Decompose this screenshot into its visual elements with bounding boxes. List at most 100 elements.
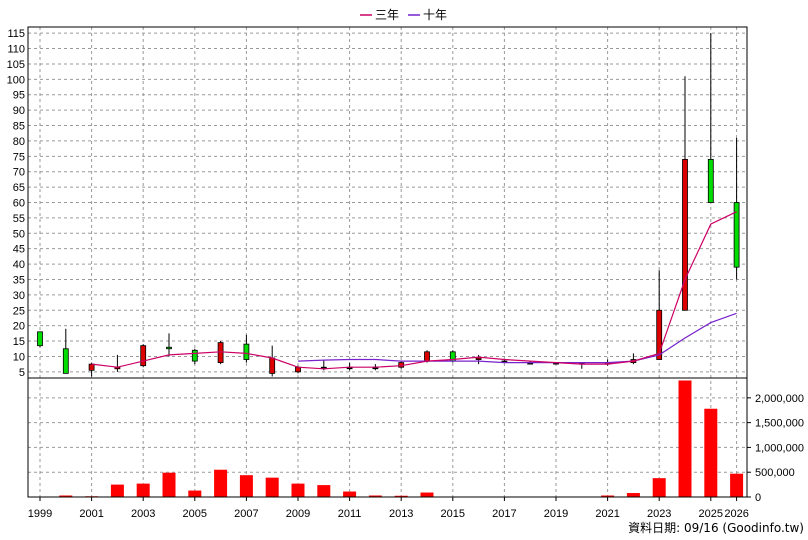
volume-bar-2003 [136, 483, 150, 497]
price-tick-label: 5 [19, 367, 25, 379]
candle-1999 [37, 331, 43, 348]
candle-body [191, 349, 198, 362]
price-tick-label: 35 [13, 274, 25, 286]
price-tick-label: 10 [13, 351, 25, 363]
candle-2016 [475, 354, 482, 365]
volume-bar-2014 [420, 492, 434, 497]
volume-tick-label: 1,500,000 [755, 418, 804, 430]
x-tick-label: 2011 [338, 508, 362, 520]
volume-bar-2007 [239, 475, 253, 497]
volume-bar-2011 [343, 491, 357, 497]
volume-bar-2004 [162, 472, 176, 497]
candle-2026 [733, 137, 740, 280]
price-tick-label: 20 [13, 321, 25, 333]
candle-body [88, 363, 95, 371]
volume-bar-2009 [291, 483, 305, 497]
volume-axis: 0 500,000 1,000,000 1,500,000 2,000,000 [747, 393, 804, 504]
x-tick-label: 2023 [647, 508, 671, 520]
x-tick-label: 1999 [28, 508, 52, 520]
volume-tick-label: 0 [755, 492, 761, 504]
x-tick-label: 2005 [183, 508, 207, 520]
candle-body [682, 158, 688, 311]
candle-2025 [707, 33, 714, 203]
volume-bar-2005 [188, 490, 202, 497]
x-tick-label: 2021 [595, 508, 619, 520]
candle-2008 [269, 345, 276, 377]
volume-bar-2013 [394, 495, 408, 497]
candle-2007 [243, 334, 250, 363]
price-tick-label: 100 [7, 74, 25, 86]
price-tick-label: 15 [13, 336, 25, 348]
volume-bar-2000 [59, 495, 73, 497]
candle-2003 [140, 344, 147, 368]
candle-body [140, 345, 147, 367]
legend-label: 三年 [375, 8, 399, 22]
volume-bar-2002 [110, 484, 124, 497]
candle-2004 [166, 333, 172, 357]
candle-body [243, 343, 250, 360]
price-tick-label: 110 [7, 44, 25, 56]
volume-bar-2006 [214, 469, 228, 497]
moving-average-lines [91, 211, 737, 370]
price-tick-label: 105 [7, 59, 25, 71]
source-note: 資料日期: 09/16 (Goodinfo.tw) [628, 521, 804, 535]
ma-ten-year-line [297, 312, 737, 364]
candle-body [62, 348, 69, 374]
volume-bar-2021 [601, 495, 615, 497]
candle-2005 [191, 348, 198, 365]
price-tick-label: 30 [13, 290, 25, 302]
x-tick-label: 2015 [441, 508, 465, 520]
x-tick-label: 2019 [544, 508, 568, 520]
price-tick-label: 65 [13, 182, 25, 194]
legend-item-0: 三年 [360, 8, 399, 22]
candle-body [707, 158, 714, 203]
volume-bar-2025 [704, 408, 718, 497]
price-axis: 5 10 15 20 25 30 35 40 45 50 55 60 65 70 75 80 85 90 95 100… [7, 28, 25, 379]
candle-2023 [656, 270, 663, 360]
legend-item-1: 十年 [408, 8, 447, 22]
ma-three-year-line [91, 211, 737, 370]
x-tick-label: 2026 [724, 508, 748, 520]
candle-2024 [682, 76, 688, 311]
candle-body [295, 366, 301, 373]
volume-bar-2010 [317, 485, 331, 497]
volume-bar-2022 [626, 493, 640, 497]
candles [37, 33, 740, 377]
candle-body [37, 331, 43, 347]
x-tick-label: 2017 [492, 508, 516, 520]
price-tick-label: 80 [13, 136, 25, 148]
candle-2002 [114, 354, 121, 372]
price-tick-label: 70 [13, 167, 25, 179]
candle-2006 [217, 341, 224, 365]
grid [28, 27, 747, 497]
candle-2000 [62, 328, 69, 374]
x-tick-label: 2001 [79, 508, 103, 520]
candle-2011 [346, 362, 353, 371]
x-axis: 1999 2001 2003 2005 2007 2009 2011 2013 2015 2017… [28, 497, 749, 520]
candle-2022 [630, 353, 637, 365]
volume-tick-label: 500,000 [755, 467, 795, 479]
candle-body [656, 309, 663, 360]
volume-bar-2023 [652, 478, 666, 497]
price-tick-label: 55 [13, 213, 25, 225]
candle-body [475, 357, 482, 360]
price-tick-label: 40 [13, 259, 25, 271]
volume-tick-label: 1,000,000 [755, 442, 804, 454]
x-tick-label: 2013 [389, 508, 413, 520]
x-tick-label: 2025 [699, 508, 723, 520]
candle-body [269, 357, 276, 374]
x-tick-label: 2009 [286, 508, 310, 520]
candle-body [217, 342, 224, 364]
x-tick-label: 2003 [131, 508, 155, 520]
legend: 三年 十年 [360, 8, 447, 22]
price-tick-label: 50 [13, 228, 25, 240]
legend-label: 十年 [423, 8, 447, 22]
price-tick-label: 95 [13, 90, 25, 102]
price-tick-label: 85 [13, 121, 25, 133]
volume-bar-2024 [678, 380, 692, 497]
x-tick-label: 2007 [234, 508, 258, 520]
price-tick-label: 75 [13, 151, 25, 163]
volume-bar-2026 [730, 473, 744, 497]
price-tick-label: 45 [13, 244, 25, 256]
